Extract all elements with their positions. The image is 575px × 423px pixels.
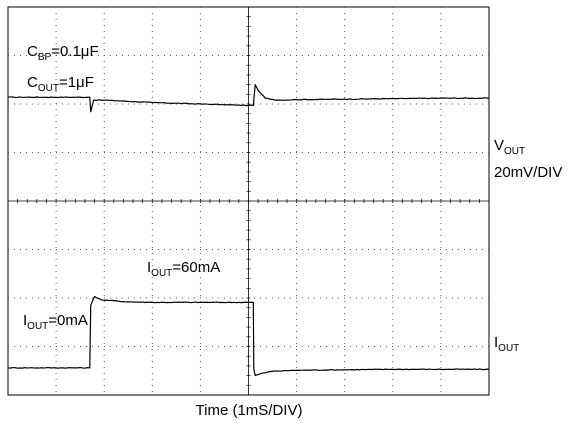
annotation-iout-low: IOUT=0mA	[23, 312, 88, 332]
vout-scale-label: 20mV/DIV	[494, 164, 562, 181]
iout-trace-label: IOUT	[494, 334, 519, 354]
vout-trace	[7, 84, 490, 113]
annotation-cout: COUT=1μF	[27, 74, 94, 94]
traces	[7, 84, 490, 377]
iout-trace	[7, 295, 490, 377]
annotation-iout-high: IOUT=60mA	[147, 259, 220, 279]
grid	[7, 6, 490, 396]
annotation-cbp: CBP=0.1μF	[27, 43, 99, 63]
vout-trace-label: VOUT	[494, 137, 525, 157]
x-axis-label: Time (1mS/DIV)	[196, 402, 303, 419]
